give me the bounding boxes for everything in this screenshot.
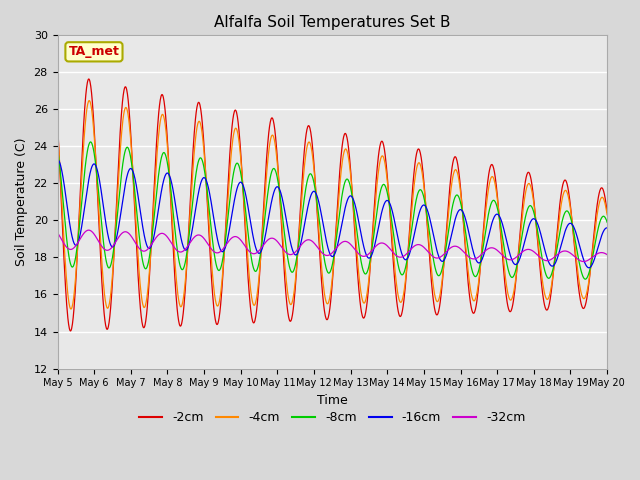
-2cm bbox=[163, 133, 171, 139]
-16cm bbox=[176, 228, 184, 234]
Text: TA_met: TA_met bbox=[68, 45, 120, 59]
-32cm bbox=[418, 243, 426, 249]
-4cm bbox=[604, 212, 611, 217]
-32cm bbox=[538, 256, 546, 262]
-32cm bbox=[604, 252, 611, 258]
-8cm bbox=[176, 263, 184, 269]
-2cm bbox=[539, 290, 547, 296]
-32cm bbox=[238, 238, 246, 244]
-8cm bbox=[87, 139, 95, 145]
-16cm bbox=[237, 180, 245, 185]
X-axis label: Time: Time bbox=[317, 394, 348, 407]
-8cm bbox=[163, 157, 171, 163]
-8cm bbox=[238, 176, 246, 181]
-4cm bbox=[54, 127, 61, 133]
-8cm bbox=[538, 256, 546, 262]
-2cm bbox=[419, 163, 426, 168]
-2cm bbox=[238, 170, 246, 176]
-32cm bbox=[85, 227, 93, 233]
-16cm bbox=[604, 225, 611, 231]
-16cm bbox=[490, 216, 497, 222]
-32cm bbox=[176, 249, 184, 255]
-4cm bbox=[85, 97, 93, 103]
-16cm bbox=[418, 204, 426, 210]
Line: -2cm: -2cm bbox=[58, 79, 607, 331]
Title: Alfalfa Soil Temperatures Set B: Alfalfa Soil Temperatures Set B bbox=[214, 15, 451, 30]
Line: -4cm: -4cm bbox=[58, 100, 607, 309]
-2cm bbox=[490, 168, 498, 173]
-8cm bbox=[490, 197, 497, 203]
-4cm bbox=[419, 171, 426, 177]
-4cm bbox=[490, 177, 498, 182]
-4cm bbox=[67, 306, 75, 312]
Line: -8cm: -8cm bbox=[58, 142, 607, 279]
-16cm bbox=[54, 156, 61, 162]
-2cm bbox=[177, 323, 184, 329]
-32cm bbox=[163, 233, 171, 239]
-2cm bbox=[604, 209, 611, 215]
-2cm bbox=[54, 120, 61, 126]
-8cm bbox=[604, 219, 611, 225]
-8cm bbox=[54, 145, 61, 151]
-4cm bbox=[238, 171, 246, 177]
-32cm bbox=[580, 259, 588, 264]
-2cm bbox=[67, 328, 74, 334]
-4cm bbox=[177, 304, 184, 310]
-4cm bbox=[539, 279, 547, 285]
-8cm bbox=[582, 276, 589, 282]
-32cm bbox=[54, 230, 61, 236]
-16cm bbox=[538, 235, 546, 241]
Y-axis label: Soil Temperature (C): Soil Temperature (C) bbox=[15, 138, 28, 266]
-16cm bbox=[585, 265, 593, 271]
Legend: -2cm, -4cm, -8cm, -16cm, -32cm: -2cm, -4cm, -8cm, -16cm, -32cm bbox=[134, 406, 531, 429]
-4cm bbox=[163, 141, 171, 146]
-32cm bbox=[490, 245, 497, 251]
-16cm bbox=[163, 171, 170, 177]
-2cm bbox=[85, 76, 93, 82]
-8cm bbox=[418, 188, 426, 194]
Line: -16cm: -16cm bbox=[58, 159, 607, 268]
Line: -32cm: -32cm bbox=[58, 230, 607, 262]
